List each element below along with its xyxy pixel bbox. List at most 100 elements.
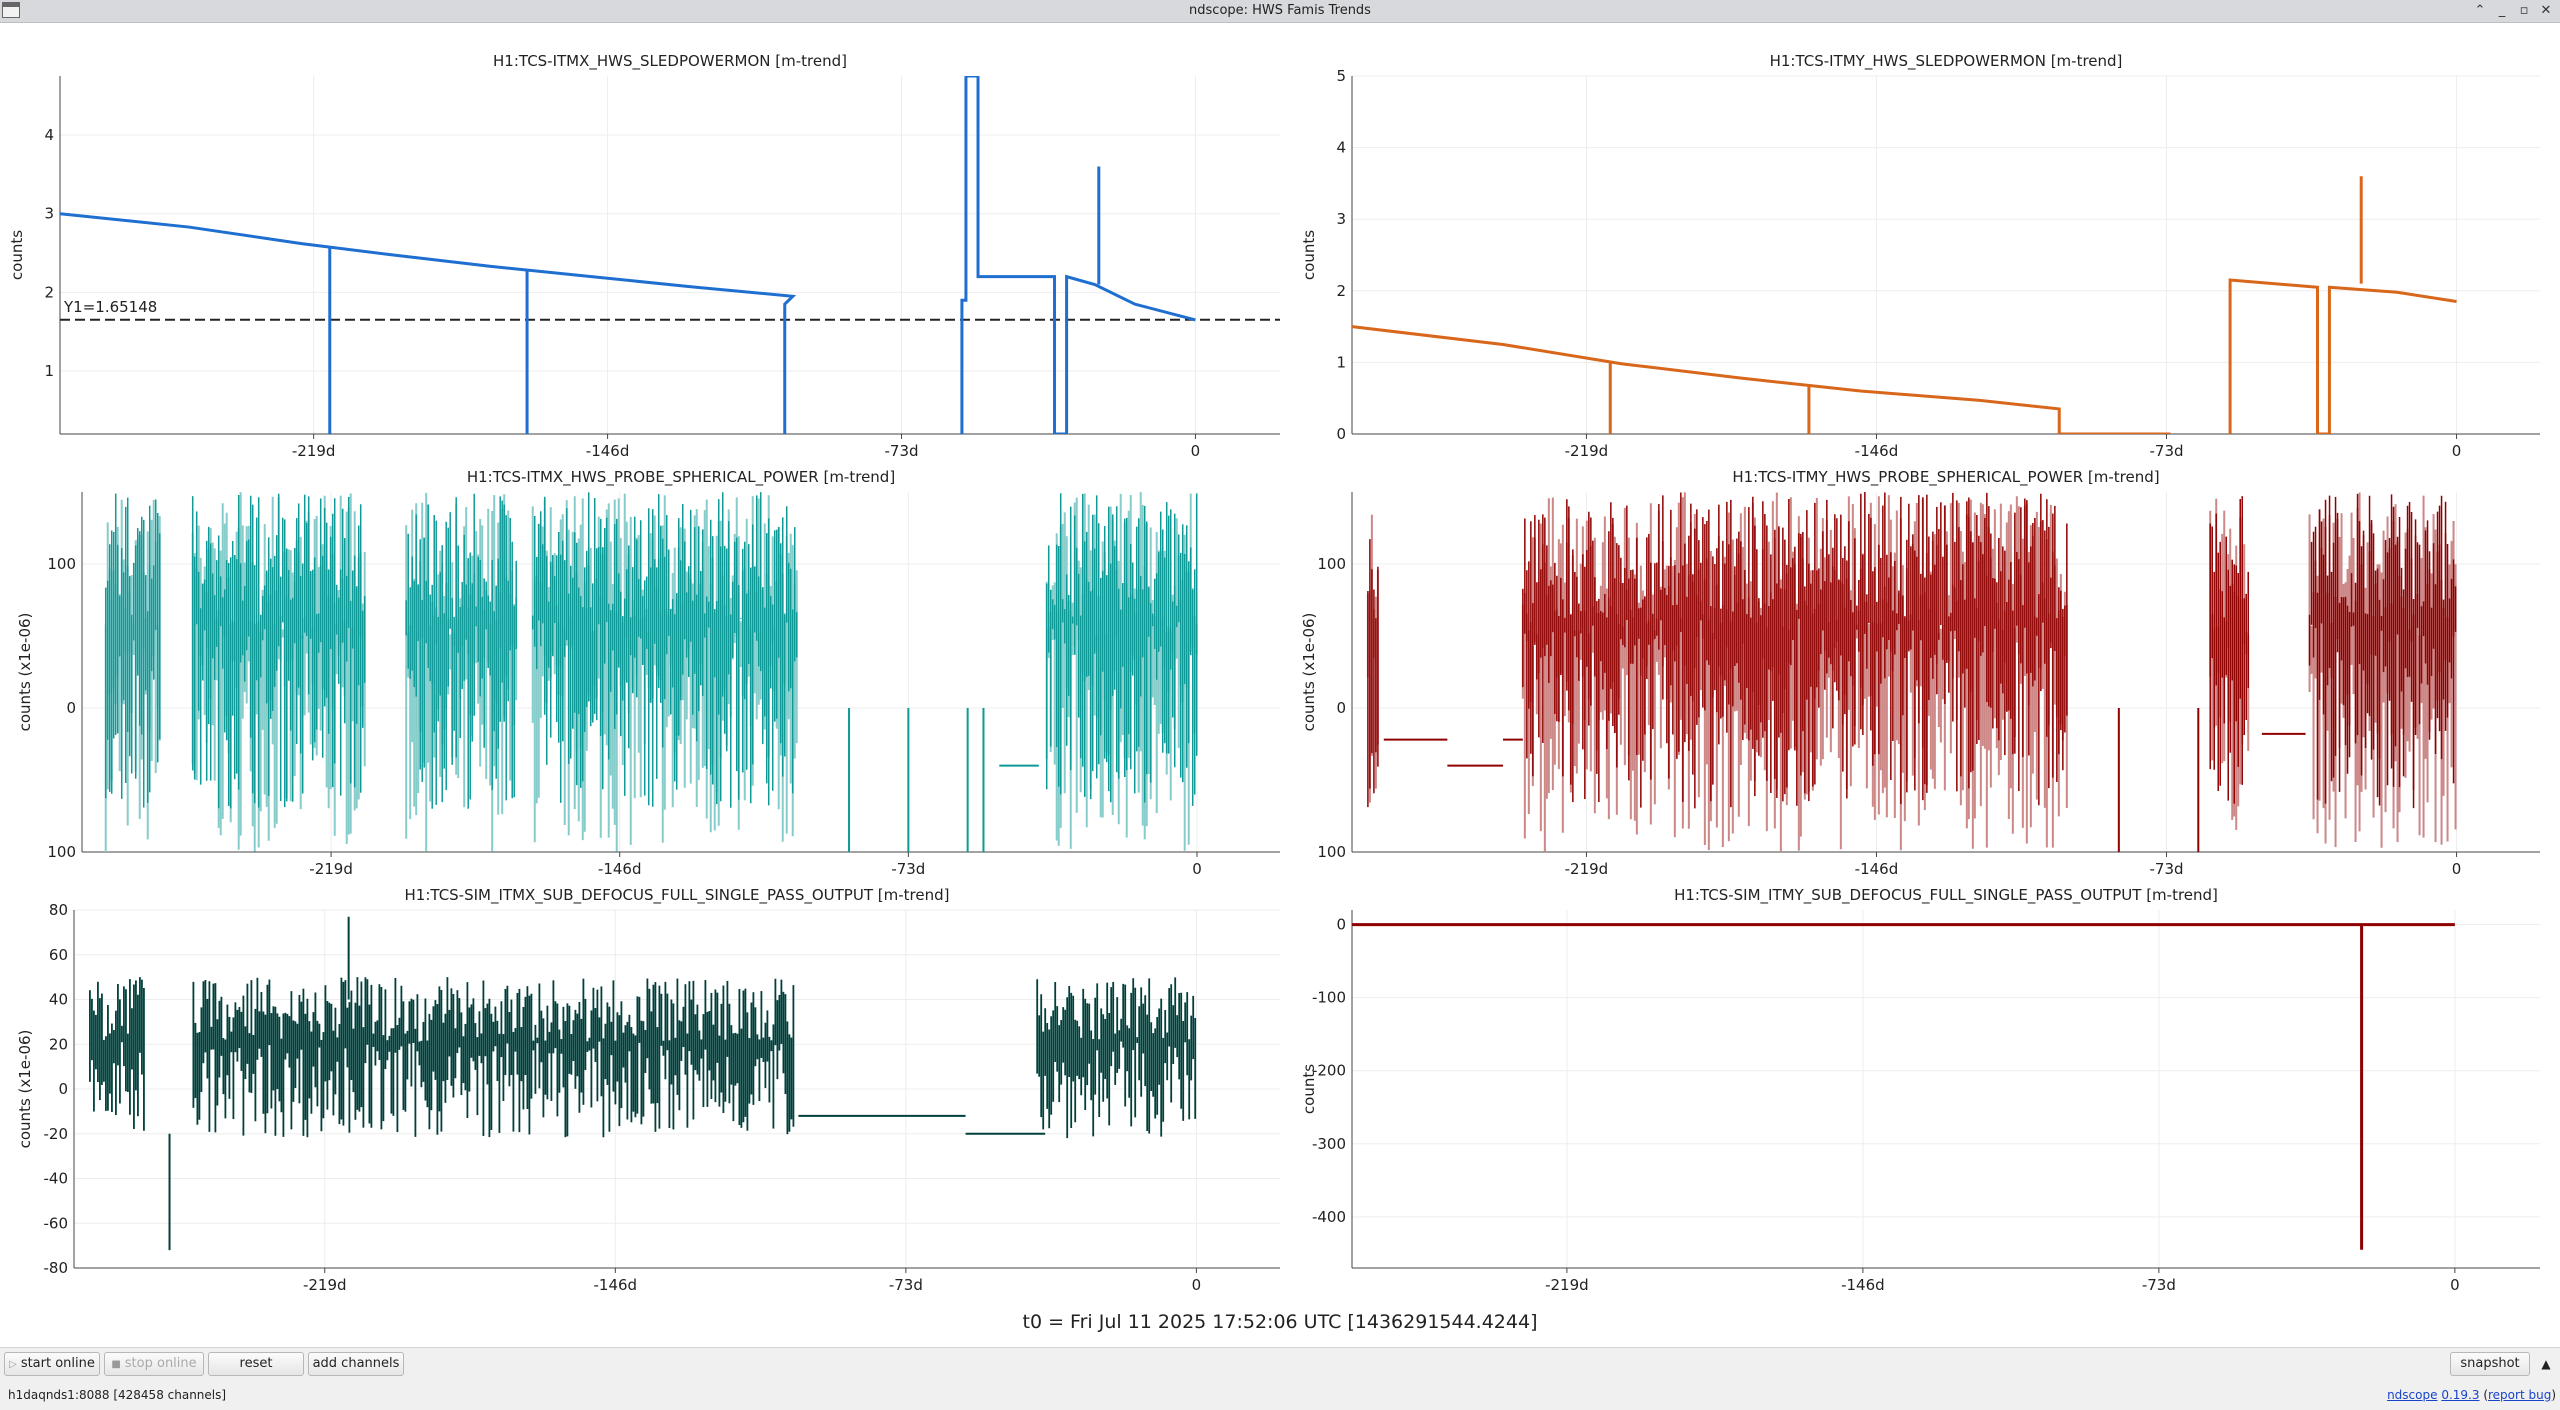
start-online-label: start online — [20, 1356, 95, 1371]
play-icon: ▷ — [9, 1359, 17, 1370]
keep-above-icon[interactable]: ⌃ — [2474, 3, 2486, 18]
plot-4: H1:TCS-ITMY_HWS_PROBE_SPHERICAL_POWER [m… — [1300, 468, 2540, 878]
y-tick-label: -20 — [44, 1125, 69, 1143]
add-channels-button[interactable]: add channels — [308, 1352, 404, 1376]
y-tick-label: 100 — [1317, 843, 1346, 861]
y-tick-label: 60 — [49, 946, 68, 964]
app-window-icon[interactable] — [2, 2, 20, 18]
control-bar: ▷ start online ■ stop online reset add cha… — [0, 1347, 2560, 1410]
close-icon[interactable]: ✕ — [2540, 3, 2552, 18]
plot-area — [104, 492, 1198, 852]
y-tick-label: 100 — [47, 555, 76, 573]
x-tick-label: -219d — [292, 442, 336, 460]
ndscope-link[interactable]: ndscope — [2387, 1388, 2438, 1402]
plot-grid: H1:TCS-ITMX_HWS_SLEDPOWERMON [m-trend] -2… — [8, 52, 2540, 1294]
y-axis-label: counts (x1e-06) — [16, 613, 34, 732]
y-tick-label: 3 — [44, 205, 54, 223]
x-tick-label: 0 — [1192, 1276, 1202, 1294]
series-line — [60, 212, 797, 434]
x-tick-label: -73d — [891, 860, 925, 878]
x-tick-label: -219d — [1565, 442, 1609, 460]
x-tick-label: 0 — [1191, 442, 1201, 460]
report-bug-link[interactable]: report bug — [2488, 1388, 2552, 1402]
y-tick-label: -300 — [1312, 1135, 1346, 1153]
version-link[interactable]: 0.19.3 — [2441, 1388, 2480, 1402]
minimize-icon[interactable]: _ — [2498, 3, 2506, 18]
window-titlebar: ndscope: HWS Famis Trends ⌃ _ ▫ ✕ — [0, 0, 2560, 23]
x-tick-label: -146d — [1855, 442, 1899, 460]
plot-1: H1:TCS-ITMX_HWS_SLEDPOWERMON [m-trend] -2… — [8, 52, 1280, 460]
x-tick-label: -146d — [594, 1276, 638, 1294]
y-tick-label: -60 — [44, 1214, 69, 1232]
x-tick-label: -146d — [1841, 1276, 1885, 1294]
reset-button[interactable]: reset — [208, 1352, 304, 1376]
y-tick-label: 20 — [49, 1035, 68, 1053]
plot-title: H1:TCS-SIM_ITMY_SUB_DEFOCUS_FULL_SINGLE_… — [1674, 886, 2218, 905]
x-tick-label: -219d — [309, 860, 353, 878]
start-online-button[interactable]: ▷ start online — [4, 1352, 100, 1376]
plot-title: H1:TCS-ITMX_HWS_PROBE_SPHERICAL_POWER [m… — [467, 468, 895, 487]
plot-5: H1:TCS-SIM_ITMX_SUB_DEFOCUS_FULL_SINGLE_… — [16, 886, 1280, 1294]
plot-area — [1352, 923, 2455, 1250]
snapshot-button[interactable]: snapshot — [2450, 1352, 2530, 1376]
y-tick-label: 2 — [44, 283, 54, 301]
version-footer: ndscope 0.19.3 (report bug) — [2387, 1388, 2556, 1402]
x-tick-label: -146d — [598, 860, 642, 878]
grid-lines — [1352, 75, 2540, 435]
y-tick-label: 0 — [66, 699, 76, 717]
t0-timestamp: t0 = Fri Jul 11 2025 17:52:06 UTC [14362… — [1022, 1311, 1538, 1333]
y1-cursor-label: Y1=1.65148 — [63, 298, 157, 316]
x-tick-label: 0 — [2452, 442, 2462, 460]
plot-2: H1:TCS-ITMY_HWS_SLEDPOWERMON [m-trend] -2… — [1300, 52, 2540, 460]
x-tick-label: -219d — [303, 1276, 347, 1294]
y-tick-label: 1 — [1336, 353, 1346, 371]
plot-area — [1366, 492, 2457, 852]
x-tick-label: -73d — [2149, 860, 2183, 878]
x-tick-label: -146d — [1855, 860, 1899, 878]
y-tick-label: -100 — [1312, 989, 1346, 1007]
y-axis-label: counts — [1300, 230, 1318, 280]
y-tick-label: -40 — [44, 1170, 69, 1188]
plot-title: H1:TCS-ITMX_HWS_SLEDPOWERMON [m-trend] — [493, 52, 847, 71]
plot-title: H1:TCS-ITMY_HWS_PROBE_SPHERICAL_POWER [m… — [1732, 468, 2159, 487]
y-tick-label: 5 — [1336, 67, 1346, 85]
y-axis-label: counts (x1e-06) — [16, 1030, 34, 1149]
x-tick-label: -73d — [2149, 442, 2183, 460]
grid-lines — [60, 76, 1280, 434]
x-tick-label: 0 — [1192, 860, 1202, 878]
series-line — [1352, 923, 2455, 1250]
plot-title: H1:TCS-ITMY_HWS_SLEDPOWERMON [m-trend] — [1770, 52, 2123, 71]
y-tick-label: 4 — [44, 126, 54, 144]
stop-icon: ■ — [111, 1359, 121, 1370]
y-tick-label: -200 — [1312, 1062, 1346, 1080]
series-line — [1352, 325, 2061, 434]
server-status: h1daqnds1:8088 [428458 channels] — [8, 1388, 227, 1402]
maximize-icon[interactable]: ▫ — [2519, 3, 2529, 18]
y-tick-label: 2 — [1336, 282, 1346, 300]
x-tick-label: 0 — [2450, 1276, 2460, 1294]
stop-online-button[interactable]: ■ stop online — [104, 1352, 204, 1376]
x-tick-label: -73d — [885, 442, 919, 460]
y-tick-label: 40 — [49, 991, 68, 1009]
series-line — [2228, 278, 2457, 434]
x-tick-label: -219d — [1565, 860, 1609, 878]
y-axis-label: counts (x1e-06) — [1300, 613, 1318, 732]
y-tick-label: 100 — [1317, 555, 1346, 573]
plot-3: H1:TCS-ITMX_HWS_PROBE_SPHERICAL_POWER [m… — [16, 468, 1280, 878]
y-tick-label: 0 — [1336, 425, 1346, 443]
x-tick-label: -73d — [2142, 1276, 2176, 1294]
plot-area — [89, 916, 1197, 1251]
y-tick-label: 0 — [58, 1080, 68, 1098]
y-tick-label: 100 — [47, 843, 76, 861]
expand-panel-icon[interactable]: ▲ — [2541, 1357, 2551, 1371]
y-tick-label: -80 — [44, 1259, 69, 1277]
y-tick-label: 4 — [1336, 139, 1346, 157]
y-tick-label: 3 — [1336, 210, 1346, 228]
x-tick-label: 0 — [2452, 860, 2462, 878]
stop-online-label: stop online — [124, 1356, 197, 1371]
y-tick-label: 0 — [1336, 699, 1346, 717]
y-axis-label: counts — [8, 230, 26, 280]
y-tick-label: 1 — [44, 362, 54, 380]
grid-lines — [1352, 910, 2540, 1268]
plot-area — [1352, 176, 2457, 434]
